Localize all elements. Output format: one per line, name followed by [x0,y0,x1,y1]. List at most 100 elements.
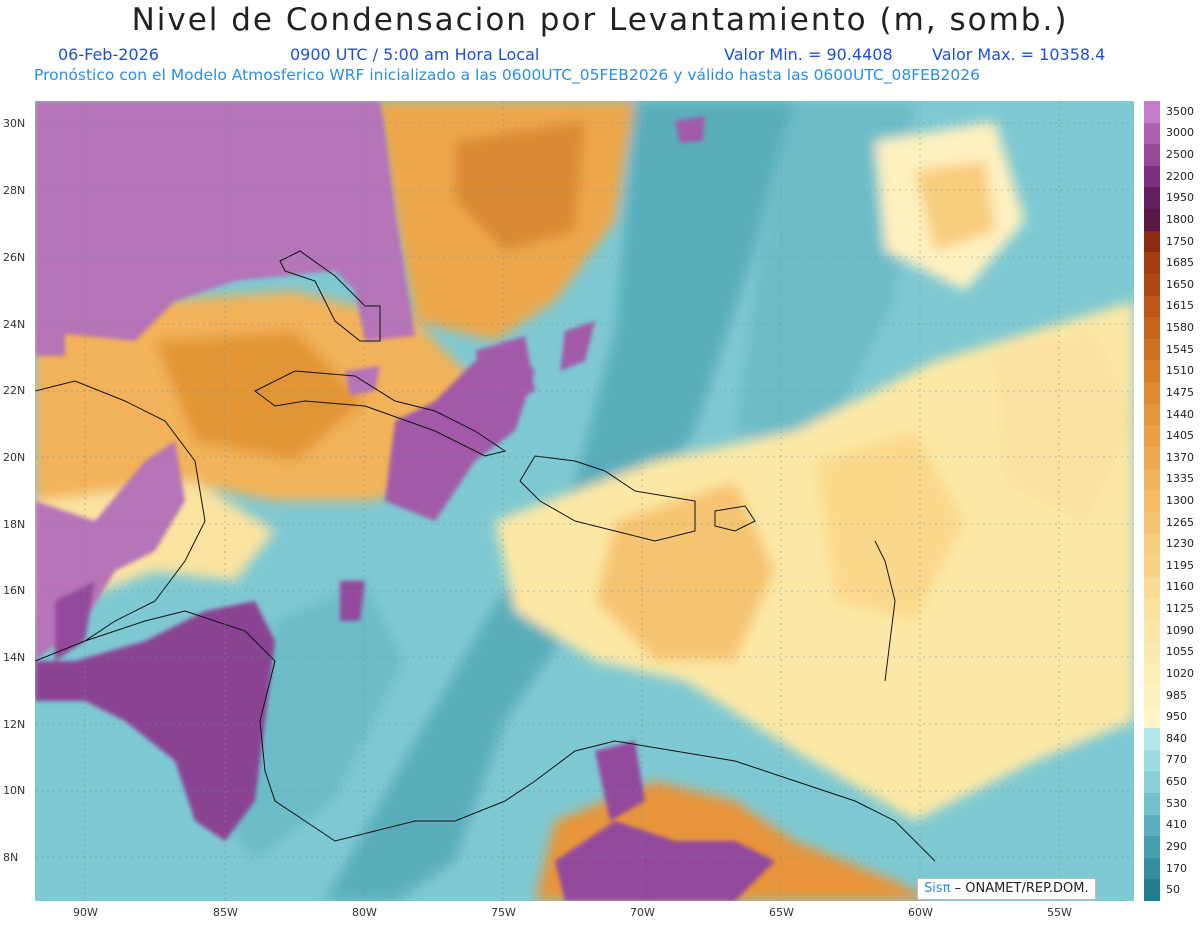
colorbar-swatch [1144,555,1160,578]
colorbar-level-label: 1510 [1166,364,1194,378]
lat-label: 10N [3,784,26,797]
model-subtitle: Pronóstico con el Modelo Atmosferico WRF… [34,66,980,84]
colorbar-swatch [1144,814,1160,837]
lat-label: 16N [3,584,26,597]
colorbar-level-label: 290 [1166,839,1187,853]
colorbar-swatch [1144,446,1160,470]
colorbar-swatch [1144,598,1160,621]
colorbar-swatch [1144,663,1160,686]
lon-label: 65W [769,906,794,919]
max-value: Valor Max. = 10358.4 [932,45,1106,64]
colorbar-level-label: 1125 [1166,602,1194,616]
colorbar-swatch [1144,468,1160,491]
colorbar-level-label: 170 [1166,861,1187,875]
forecast-time: 0900 UTC / 5:00 am Hora Local [290,45,540,64]
colorbar-level-label: 1230 [1166,537,1194,551]
lat-label: 28N [3,184,26,197]
colorbar-swatch [1144,792,1160,815]
colorbar-swatch [1144,684,1160,707]
colorbar-swatch [1144,144,1160,167]
credit-sis: Sisπ [924,881,951,896]
lat-label: 12N [3,718,26,731]
colorbar-level-label: 1615 [1166,299,1194,313]
colorbar-swatch [1144,122,1160,145]
lat-label: 8N [3,851,19,864]
colorbar-level-label: 50 [1166,883,1180,897]
colorbar-swatch [1144,295,1160,318]
colorbar-swatch [1144,533,1160,556]
credit-org: – ONAMET/REP.DOM. [950,881,1089,896]
colorbar-level-label: 950 [1166,710,1187,724]
lat-label: 22N [3,384,26,397]
colorbar-swatch [1144,165,1160,188]
colorbar-swatch [1144,101,1160,124]
lat-label: 14N [3,651,26,664]
colorbar-swatch [1144,879,1160,902]
lon-label: 90W [73,906,98,919]
colorbar-level-label: 3500 [1166,104,1194,118]
colorbar-swatch [1144,360,1160,383]
colorbar-level-label: 1405 [1166,429,1194,443]
chart-title: Nivel de Condensacion por Levantamiento … [131,2,1069,38]
colorbar-level-label: 1800 [1166,212,1194,226]
colorbar-level-label: 1335 [1166,472,1194,486]
colorbar-level-label: 1300 [1166,494,1194,507]
colorbar-swatch [1144,728,1160,751]
colorbar-swatch [1144,706,1160,729]
colorbar-swatch [1144,619,1160,643]
colorbar-swatch [1144,403,1160,426]
colorbar-swatch [1144,576,1160,599]
colorbar [1144,101,1160,902]
lat-label: 20N [3,451,26,464]
lon-label: 60W [908,906,933,919]
colorbar-level-label: 1685 [1166,256,1194,270]
field-smooth [35,101,1134,901]
colorbar-level-label: 2500 [1166,148,1194,162]
colorbar-swatch [1144,382,1160,405]
colorbar-level-label: 1650 [1166,277,1194,291]
colorbar-level-label: 1475 [1166,385,1194,399]
colorbar-swatch [1144,490,1160,513]
colorbar-level-label: 1545 [1166,342,1194,356]
colorbar-swatch [1144,511,1160,534]
colorbar-level-label: 1950 [1166,191,1194,205]
colorbar-level-label: 1020 [1166,666,1194,680]
lcl-map [35,101,1134,901]
colorbar-swatch [1144,252,1160,275]
colorbar-swatch [1144,425,1160,448]
colorbar-level-label: 1160 [1166,580,1194,594]
colorbar-level-label: 1195 [1166,558,1194,572]
lon-label: 55W [1047,906,1072,919]
colorbar-level-label: 1090 [1166,623,1194,637]
colorbar-level-label: 840 [1166,731,1187,745]
lat-label: 26N [3,251,26,264]
graticule [35,101,1134,901]
colorbar-swatch [1144,230,1160,253]
credit-box: Sisπ – ONAMET/REP.DOM. [917,878,1096,900]
lon-label: 70W [630,906,655,919]
colorbar-swatch [1144,209,1160,232]
colorbar-level-label: 1440 [1166,407,1194,421]
colorbar-level-label: 1580 [1166,321,1194,335]
colorbar-level-label: 3000 [1166,126,1194,140]
map-field-svg [35,101,1134,901]
colorbar-level-label: 2200 [1166,169,1194,183]
colorbar-swatch [1144,771,1160,794]
colorbar-swatch [1144,187,1160,210]
colorbar-level-label: 1370 [1166,450,1194,464]
forecast-date: 06-Feb-2026 [58,45,159,64]
min-value: Valor Min. = 90.4408 [724,45,893,64]
lon-label: 80W [352,906,377,919]
colorbar-level-label: 650 [1166,775,1187,789]
colorbar-swatch [1144,836,1160,859]
colorbar-level-label: 1750 [1166,234,1194,248]
colorbar-swatch [1144,317,1160,340]
lon-label: 85W [213,906,238,919]
colorbar-swatch [1144,857,1160,880]
colorbar-level-label: 1265 [1166,515,1194,529]
coastlines [35,250,936,862]
colorbar-level-label: 530 [1166,796,1187,810]
colorbar-level-label: 410 [1166,818,1187,832]
colorbar-level-label: 770 [1166,753,1187,767]
colorbar-level-label: 1055 [1166,645,1194,659]
